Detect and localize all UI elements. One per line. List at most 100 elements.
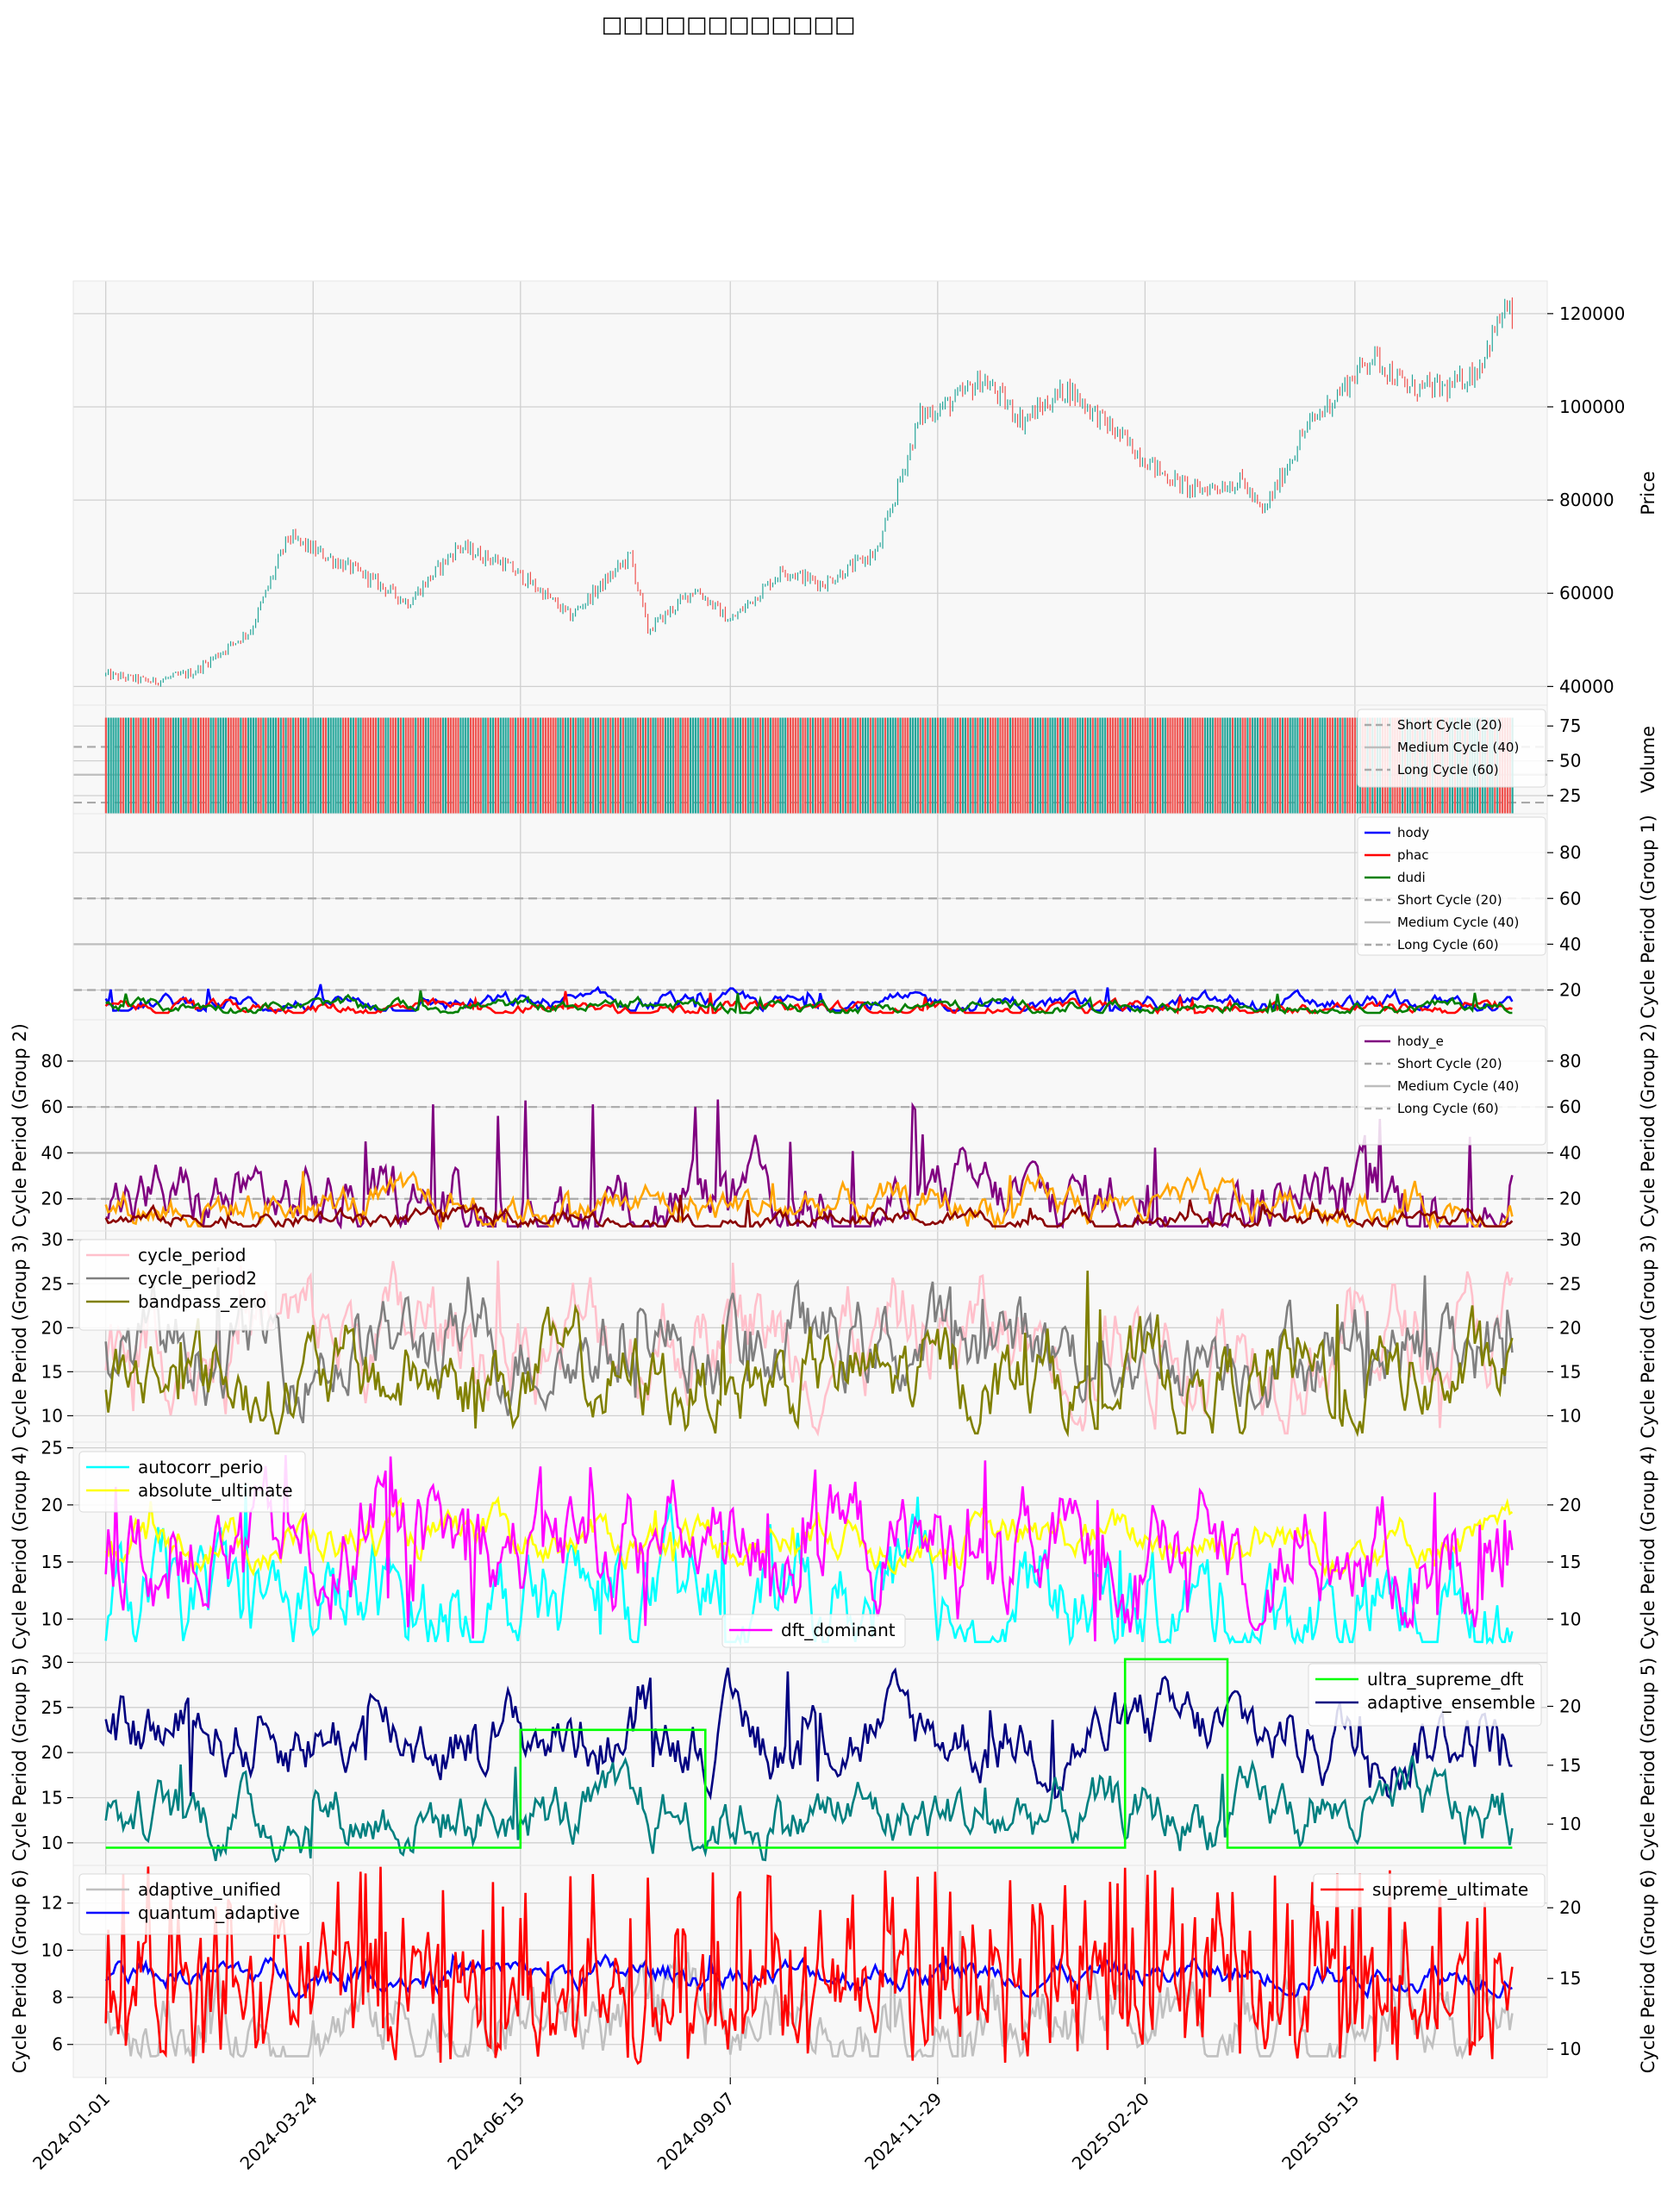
volume-bar [1039,717,1041,814]
volume-bar [279,717,282,814]
volume-bar [664,717,667,814]
volume-bar [1019,717,1021,814]
volume-bar [499,717,502,814]
series-cycle_period [104,1260,1514,1437]
volume-bar [147,717,150,814]
volume-bar [864,717,867,814]
volume-bar [1316,717,1319,814]
volume-bar [1204,717,1207,814]
volume-bar [1084,717,1087,814]
volume-bar [1161,717,1164,814]
x-tick-label: 2024-03-24 [236,2089,322,2174]
volume-bar [791,717,795,814]
group5-ylabel-right: Cycle Period (Group 5) [1638,1658,1658,1862]
volume-bar [1089,717,1091,814]
volume-bar [861,717,865,814]
volume-bar [754,717,757,814]
volume-bar [1308,717,1311,814]
volume-bar [714,717,717,814]
volume-bar [357,717,359,814]
y-tick-label: 20 [1559,1495,1581,1515]
volume-bar [1194,717,1196,814]
volume-bar [374,717,377,814]
volume-bar [267,717,270,814]
volume-bar [916,717,919,814]
volume-bar [982,717,984,814]
y-tick-label: 25 [41,1273,63,1294]
legend-label: dft_dominant [781,1620,896,1640]
volume-bar [1027,717,1029,814]
volume-bar [844,717,846,814]
y-tick-label: 25 [1559,1273,1581,1294]
volume-bar [954,717,957,814]
volume-bar [504,717,507,814]
volume-bar [327,717,329,814]
legend-box [78,1873,311,1935]
volume-bar [172,717,175,814]
volume-bar [427,717,429,814]
legend-label: supreme_ultimate [1372,1879,1528,1900]
volume-bar [359,717,362,814]
volume-bar [839,717,842,814]
y-tick-label: 10 [41,1405,63,1426]
y-tick-label: 15 [1559,1552,1581,1572]
volume-bar [407,717,409,814]
volume-bar [167,717,170,814]
volume-bar [744,717,746,814]
volume-bar [871,717,874,814]
volume-bar [957,717,959,814]
legend-box [78,1451,306,1513]
legend-label: cycle_period2 [138,1268,257,1289]
volume-bar [1007,717,1009,814]
volume-bar [641,717,645,814]
y-tick-label: 15 [41,1552,63,1572]
volume-bar [392,717,395,814]
volume-bar [184,717,187,814]
volume-bar [1303,717,1307,814]
volume-bar [1099,717,1102,814]
volume-bar [197,717,200,814]
volume-bar [467,717,470,814]
volume-bar [1191,717,1194,814]
volume-bar [1136,717,1139,814]
volume-bar [1224,717,1227,814]
volume-bar [317,717,320,814]
volume-bar [1311,717,1314,814]
volume-bar [727,717,729,814]
volume-bar [290,717,292,814]
volume-bar [209,717,212,814]
volume-bar [322,717,325,814]
legend-label: autocorr_perio [138,1457,263,1477]
volume-bar [419,717,422,814]
series-line [104,1667,1513,1801]
series-hody [104,984,1514,1014]
volume-bar [342,717,345,814]
y-tick-label: 60 [1559,888,1581,909]
volume-bar [1052,717,1054,814]
volume-bar [1258,717,1261,814]
volume-bar [1179,717,1182,814]
volume-bar [120,717,122,814]
volume-bar [1211,717,1214,814]
volume-bar [684,717,687,814]
volume-bar [417,717,420,814]
volume-bar [1291,717,1294,814]
volume-bar [112,717,115,814]
volume-bar [984,717,987,814]
volume-bar [349,717,353,814]
volume-bar [1091,717,1094,814]
volume-bar [1319,717,1321,814]
legend-label: dudi [1397,870,1426,885]
volume-bar [584,717,587,814]
volume-bar [936,717,940,814]
volume-bar [929,717,932,814]
volume-bar [247,717,250,814]
volume-ylabel: Volume [1638,726,1658,793]
y-tick-label: 10 [1559,2039,1581,2059]
volume-bar [1216,717,1219,814]
volume-bar [654,717,657,814]
volume-bar [292,717,295,814]
volume-bar [1171,717,1174,814]
legend-label: adaptive_unified [138,1879,281,1900]
volume-bar [541,717,545,814]
